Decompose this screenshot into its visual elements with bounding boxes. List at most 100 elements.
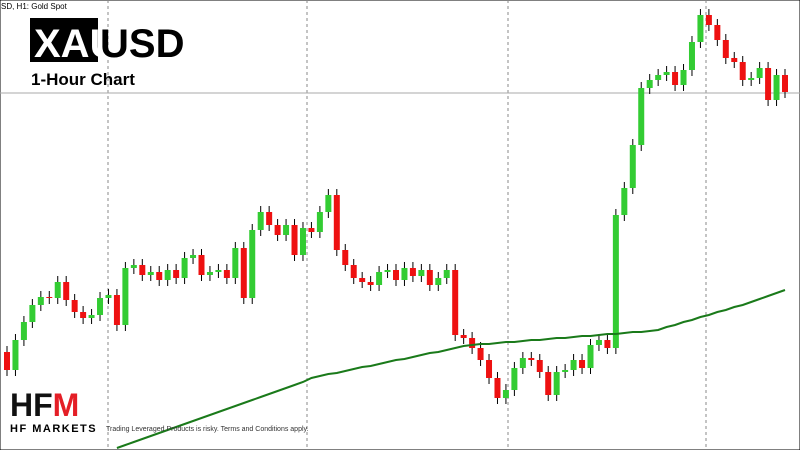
candle-body <box>80 312 87 318</box>
candle-body <box>435 278 442 285</box>
symbol-box <box>30 18 98 62</box>
candle-body <box>325 195 332 212</box>
candle-body <box>426 270 433 285</box>
candle-body <box>342 250 349 265</box>
logo-hf: HF <box>10 387 53 423</box>
subtitle: 1-Hour Chart <box>31 70 135 89</box>
candle-body <box>680 70 687 85</box>
candle-body <box>333 195 340 250</box>
logo: HFM <box>10 387 79 423</box>
candle-body <box>223 270 230 278</box>
candle-body <box>88 315 95 318</box>
candle-body <box>105 295 112 298</box>
candle-body <box>190 255 197 258</box>
candle-body <box>697 15 704 42</box>
candle-body <box>249 230 256 298</box>
candle-body <box>291 225 298 255</box>
candle-body <box>130 265 137 268</box>
candle-body <box>215 270 222 272</box>
symbol-base: XAU <box>34 22 118 66</box>
candle-body <box>393 270 399 280</box>
candle-body <box>688 42 695 70</box>
symbol-quote: USD <box>100 22 184 66</box>
candle-body <box>587 345 594 368</box>
candle-body <box>612 215 619 348</box>
candle-body <box>350 265 357 278</box>
candle-body <box>54 282 61 298</box>
candle-body <box>782 75 788 92</box>
candle-body <box>739 62 746 80</box>
candle-body <box>756 68 763 78</box>
candle-body <box>672 72 679 85</box>
candle-body <box>494 378 501 398</box>
candle-body <box>232 248 239 278</box>
candle-body <box>359 278 366 282</box>
candle-body <box>181 258 188 278</box>
candle-body <box>418 270 425 276</box>
candle-body <box>477 348 484 360</box>
candle-body <box>553 372 560 395</box>
candle-body <box>37 297 44 305</box>
candle-body <box>147 272 154 275</box>
candle-body <box>731 58 738 62</box>
candle-body <box>173 270 180 278</box>
candle-body <box>469 338 476 348</box>
candle-body <box>545 372 552 395</box>
candle-body <box>122 268 129 325</box>
logo-m: M <box>53 387 80 423</box>
candle-body <box>274 225 281 235</box>
plot <box>0 9 800 449</box>
candle-body <box>655 75 662 80</box>
candle-body <box>452 270 459 335</box>
candle-body <box>299 228 306 255</box>
candle-body <box>705 15 712 25</box>
disclaimer: Trading Leveraged Products is risky. Ter… <box>106 426 309 433</box>
candle-body <box>29 305 36 322</box>
candle-body <box>63 282 70 300</box>
candle-body <box>621 188 628 215</box>
candle-body <box>595 340 602 345</box>
brand: HF MARKETS <box>10 423 97 435</box>
candle-body <box>367 282 374 285</box>
candle-body <box>562 370 569 372</box>
candle-body <box>316 212 323 232</box>
candle-body <box>714 25 721 40</box>
candle-body <box>4 352 10 370</box>
candle-body <box>486 360 493 378</box>
candle-body <box>401 268 408 280</box>
candle-body <box>20 322 27 340</box>
moving-average <box>116 289 786 449</box>
candle-body <box>97 298 104 315</box>
candle-body <box>773 75 780 100</box>
candle-body <box>528 358 535 360</box>
candle-body <box>12 340 19 370</box>
candle-body <box>113 295 120 325</box>
candle-body <box>139 265 146 275</box>
candle-body <box>156 272 163 280</box>
candle-body <box>376 272 383 285</box>
candle-body <box>443 270 450 278</box>
candle-body <box>409 268 416 276</box>
candle-body <box>748 78 755 80</box>
symbol-info: SD, H1: Gold Spot <box>1 2 68 11</box>
candle-body <box>722 40 729 58</box>
candle-body <box>536 360 543 372</box>
candle-body <box>579 360 586 368</box>
candle-body <box>46 297 53 298</box>
candle-body <box>604 340 611 348</box>
candle-body <box>663 72 670 75</box>
candle-body <box>519 358 526 368</box>
candle-body <box>638 88 645 145</box>
candle-body <box>629 145 636 188</box>
candle-body <box>511 368 518 390</box>
candle-body <box>206 272 213 275</box>
candle-body <box>460 335 467 338</box>
candle-body <box>646 80 653 88</box>
candle-body <box>71 300 78 312</box>
candle-body <box>266 212 273 225</box>
candle-body <box>765 68 772 100</box>
candle-body <box>502 390 509 398</box>
candle-body <box>240 248 247 298</box>
